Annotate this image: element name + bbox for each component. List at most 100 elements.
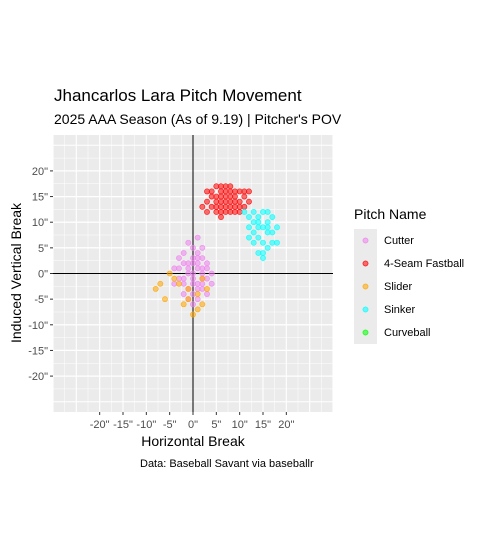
data-point-sinker [260, 239, 266, 246]
data-point-4-seam-fastball [218, 198, 224, 205]
data-point-sinker [246, 234, 252, 241]
x-tick-label: -5" [163, 419, 177, 431]
y-tick-label: 20" [32, 166, 48, 178]
data-point-4-seam-fastball [199, 203, 206, 210]
data-point-sinker [250, 239, 257, 246]
data-point-4-seam-fastball [213, 193, 220, 200]
data-point-slider [162, 296, 168, 303]
y-tick-label: -5" [34, 294, 48, 306]
y-tick-label: 0" [38, 269, 48, 281]
x-tick-label: -10" [136, 419, 156, 431]
data-point-4-seam-fastball [213, 209, 220, 215]
data-point-4-seam-fastball [222, 209, 229, 215]
x-tick-label: -20" [90, 419, 110, 431]
data-point-slider [180, 301, 187, 308]
y-tick-label: 15" [32, 192, 48, 204]
data-point-slider [152, 285, 159, 292]
data-point-cutter [176, 255, 182, 262]
data-point-slider [171, 275, 178, 282]
legend-label: Curveball [384, 327, 430, 339]
legend-title: Pitch Name [354, 206, 427, 222]
data-point-cutter [190, 280, 196, 287]
y-tick-label: 10" [32, 217, 48, 229]
data-point-sinker [250, 229, 257, 236]
data-point-4-seam-fastball [227, 183, 234, 190]
data-point-cutter [190, 275, 196, 282]
data-point-4-seam-fastball [204, 198, 210, 205]
chart-caption: Data: Baseball Savant via baseballr [140, 458, 314, 470]
data-point-4-seam-fastball [241, 193, 248, 200]
y-tick-label: -20" [28, 371, 48, 383]
data-point-4-seam-fastball [213, 203, 220, 210]
data-points [152, 183, 280, 318]
data-point-cutter [185, 265, 192, 272]
y-axis-title: Induced Vertical Break [8, 202, 24, 343]
legend-swatch [362, 260, 369, 267]
data-point-4-seam-fastball [218, 183, 224, 190]
x-tick-label: 20" [278, 419, 294, 431]
data-point-sinker [246, 224, 252, 231]
legend: Pitch Name Cutter 4-Seam Fastball Slider Si… [354, 206, 464, 344]
data-point-slider [204, 285, 210, 292]
data-point-cutter [194, 285, 201, 292]
data-point-sinker [264, 244, 271, 251]
legend-label: Cutter [384, 235, 414, 247]
data-point-cutter [185, 270, 192, 277]
data-point-cutter [194, 296, 201, 303]
x-axis-ticks: -20" -15" -10" -5" 0" 5" 10" 15" 20" [90, 412, 294, 431]
data-point-sinker [260, 250, 266, 256]
data-point-cutter [190, 260, 196, 267]
data-point-cutter [180, 275, 187, 282]
data-point-sinker [274, 224, 280, 231]
data-point-sinker [264, 224, 271, 231]
data-point-cutter [199, 270, 206, 277]
data-point-4-seam-fastball [246, 198, 252, 205]
data-point-sinker [241, 209, 248, 215]
data-point-4-seam-fastball [241, 203, 248, 210]
data-point-sinker [264, 209, 271, 215]
data-point-slider [190, 311, 196, 318]
data-point-cutter [199, 280, 206, 287]
y-tick-label: 5" [38, 243, 48, 255]
data-point-sinker [269, 229, 276, 236]
data-point-sinker [260, 255, 266, 262]
legend-label: Sinker [384, 304, 416, 316]
data-point-cutter [194, 234, 201, 241]
data-point-4-seam-fastball [222, 188, 229, 195]
data-point-4-seam-fastball [236, 198, 243, 205]
x-axis-title: Horizontal Break [141, 433, 245, 449]
legend-swatch [362, 306, 369, 313]
data-point-cutter [185, 239, 192, 246]
data-point-4-seam-fastball [222, 193, 229, 200]
data-point-cutter [204, 260, 210, 267]
data-point-4-seam-fastball [227, 198, 234, 205]
x-tick-label: 0" [188, 419, 198, 431]
data-point-cutter [194, 255, 201, 262]
data-point-4-seam-fastball [204, 209, 210, 215]
data-point-slider [199, 301, 206, 308]
data-point-cutter [171, 265, 178, 272]
data-point-slider [194, 291, 201, 297]
data-point-cutter [199, 265, 206, 272]
data-point-cutter [199, 244, 206, 251]
data-point-sinker [255, 234, 262, 241]
data-point-cutter [190, 301, 196, 308]
data-point-slider [176, 280, 182, 287]
chart-subtitle: 2025 AAA Season (As of 9.19) | Pitcher's… [54, 111, 342, 127]
data-point-cutter [180, 291, 187, 297]
data-point-sinker [246, 214, 252, 220]
data-point-slider [157, 280, 164, 287]
x-tick-label: 15" [255, 419, 271, 431]
data-point-slider [185, 296, 192, 303]
legend-swatch [362, 237, 369, 244]
legend-swatch [362, 283, 369, 290]
chart-title: Jhancarlos Lara Pitch Movement [54, 86, 302, 105]
data-point-sinker [274, 239, 280, 246]
x-tick-label: -15" [113, 419, 133, 431]
data-point-4-seam-fastball [232, 193, 238, 200]
data-point-slider [166, 270, 173, 277]
data-point-sinker [250, 209, 257, 215]
data-point-4-seam-fastball [218, 214, 224, 220]
data-point-cutter [180, 250, 187, 256]
